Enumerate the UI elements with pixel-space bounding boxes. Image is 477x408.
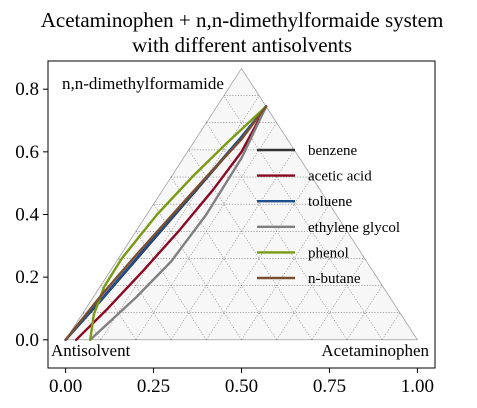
- triangle-grid: [65, 67, 418, 341]
- legend: benzene acetic acid toluene ethylene glycol…: [257, 143, 400, 287]
- y-tick-label: 0.0: [15, 330, 39, 351]
- legend-label-ethylene-glycol: ethylene glycol: [308, 220, 400, 236]
- chart-title-line-2: with different antisolvents: [132, 33, 352, 57]
- series-group: [64, 105, 268, 342]
- x-tick-label: 0.00: [49, 376, 82, 397]
- legend-label-acetic-acid: acetic acid: [308, 169, 372, 185]
- x-tick-label: 0.50: [225, 376, 258, 397]
- grid-line: [188, 149, 313, 340]
- y-tick-label: 0.6: [15, 142, 39, 163]
- grid-line: [100, 95, 260, 340]
- grid-line: [346, 285, 383, 340]
- grid-line: [153, 204, 242, 340]
- legend-label-phenol: phenol: [308, 245, 349, 261]
- axes: 0.00 0.25 0.50 0.75 1.00 0.0 0.2 0.4 0.6 0.8: [15, 79, 434, 397]
- x-tick-label: 0.25: [137, 376, 170, 397]
- corner-label-bottom-right: Acetaminophen: [321, 341, 429, 360]
- grid-line: [241, 204, 330, 340]
- y-tick-label: 0.2: [15, 267, 39, 288]
- grid-line: [311, 258, 365, 340]
- series-line-toluene: [64, 105, 268, 342]
- grid-line: [206, 122, 348, 340]
- chart-title-line-1: Acetaminophen + n,n-dimethylformaide sys…: [41, 8, 444, 32]
- series-line-phenol: [89, 105, 268, 342]
- corner-label-bottom-left: Antisolvent: [51, 341, 131, 360]
- corner-label-top: n,n-dimethylformamide: [62, 74, 224, 93]
- series-line-acetic-acid: [74, 105, 268, 342]
- x-tick-label: 1.00: [401, 376, 434, 397]
- grid-line: [118, 258, 172, 340]
- series-line-ethylene-glycol: [89, 105, 268, 342]
- grid-line: [135, 231, 207, 340]
- grid-line: [223, 95, 383, 340]
- x-tick-label: 0.75: [313, 376, 346, 397]
- legend-label-toluene: toluene: [308, 194, 352, 210]
- legend-label-benzene: benzene: [308, 143, 357, 159]
- y-tick-label: 0.4: [15, 205, 39, 226]
- grid-line: [170, 149, 295, 340]
- legend-label-n-butane: n-butane: [308, 271, 361, 287]
- series-line-n-butane: [64, 105, 268, 342]
- y-tick-label: 0.8: [15, 79, 39, 100]
